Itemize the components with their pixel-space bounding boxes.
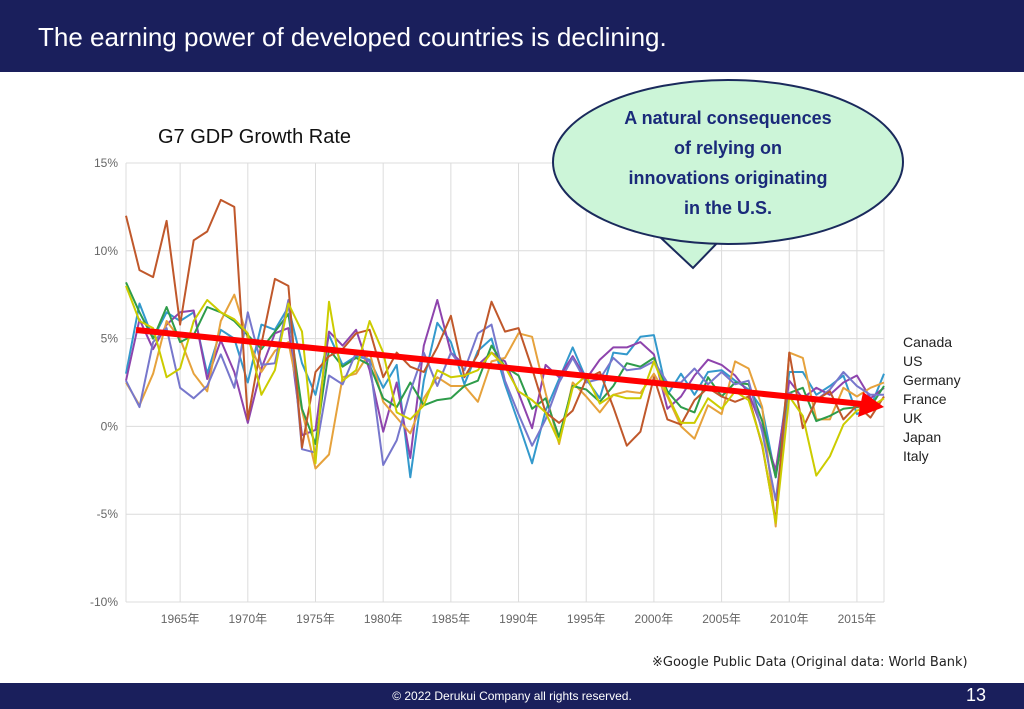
x-tick-label: 1985年 <box>432 612 471 626</box>
x-tick-label: 1965年 <box>161 612 200 626</box>
legend-entry: US <box>903 353 922 369</box>
slide-header: The earning power of developed countries… <box>0 0 1024 72</box>
legend-entry: UK <box>903 410 923 426</box>
legend-entry: Germany <box>903 372 961 388</box>
y-tick-label: 15% <box>94 156 118 170</box>
legend-entry: France <box>903 391 947 407</box>
chart-title: G7 GDP Growth Rate <box>158 126 351 148</box>
slide-footer: © 2022 Derukui Company all rights reserv… <box>0 683 1024 709</box>
page-number: 13 <box>965 685 986 705</box>
y-tick-label: 0% <box>101 419 119 433</box>
callout-text: A natural consequences of relying on innov… <box>624 108 831 218</box>
trend-arrow <box>135 327 884 417</box>
callout-line: A natural consequences <box>624 108 831 128</box>
x-tick-label: 2000年 <box>635 612 674 626</box>
bubble-body <box>552 79 904 245</box>
x-tick-label: 1995年 <box>567 612 606 626</box>
y-tick-label: -5% <box>97 507 119 521</box>
legend-entry: Canada <box>903 334 952 350</box>
x-tick-label: 2010年 <box>770 612 809 626</box>
y-tick-label: 10% <box>94 244 118 258</box>
callout-line: innovations originating <box>629 168 828 188</box>
x-tick-label: 1975年 <box>296 612 335 626</box>
series-group <box>125 198 885 528</box>
x-tick-label: 1990年 <box>499 612 538 626</box>
x-tick-label: 2015年 <box>838 612 877 626</box>
series-line-0 <box>125 302 885 479</box>
y-tick-label: 5% <box>101 332 119 346</box>
y-axis: 15% 10% 5% 0% -5% -10% <box>90 156 118 609</box>
callout-line: of relying on <box>674 138 782 158</box>
bubble-seam <box>661 233 723 240</box>
legend-entry: Italy <box>903 448 929 464</box>
x-tick-label: 2005年 <box>702 612 741 626</box>
source-note: ※Google Public Data (Original data: Worl… <box>652 655 968 670</box>
legend-entry: Japan <box>903 429 941 445</box>
slide-title: The earning power of developed countries… <box>38 22 667 52</box>
legend: Canada US Germany France UK Japan Italy <box>903 334 961 464</box>
chart: G7 GDP Growth Rate 15% 10% 5% 0% -5% -10% 196… <box>90 79 961 626</box>
series-line-4 <box>125 299 884 502</box>
trend-line <box>135 327 863 407</box>
x-axis: 1965年 1970年 1975年 1980年 1985年 1990年 1995年 2000年… <box>161 612 876 626</box>
x-tick-label: 1970年 <box>228 612 267 626</box>
series-line-6 <box>125 285 885 524</box>
x-tick-label: 1980年 <box>364 612 403 626</box>
y-tick-label: -10% <box>90 595 118 609</box>
copyright: © 2022 Derukui Company all rights reserv… <box>392 689 632 703</box>
trend-arrowhead <box>858 392 884 417</box>
speech-bubble: A natural consequences of relying on innov… <box>552 79 904 270</box>
callout-line: in the U.S. <box>684 198 772 218</box>
